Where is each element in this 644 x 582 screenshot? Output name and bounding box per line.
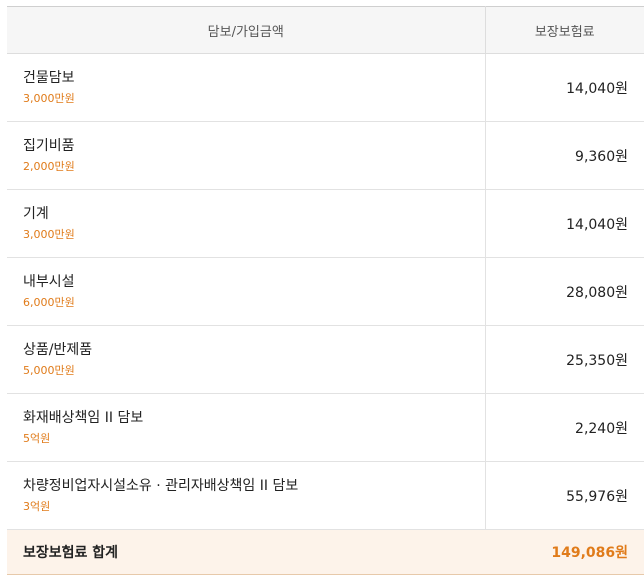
coverage-name: 집기비품 (23, 138, 75, 154)
coverage-cell: 화재배상책임 II 담보 5억원 (7, 393, 486, 462)
premium-value: 55,976원 (485, 461, 644, 530)
coverage-amount: 3억원 (23, 500, 51, 513)
total-value: 149,086원 (485, 529, 644, 575)
coverage-name: 내부시설 (23, 274, 75, 290)
table-row: 화재배상책임 II 담보 5억원 2,240원 (7, 393, 644, 462)
table-row: 내부시설 6,000만원 28,080원 (7, 257, 644, 326)
coverage-cell: 내부시설 6,000만원 (7, 257, 486, 326)
column-header-coverage: 담보/가입금액 (7, 6, 486, 54)
table-header-row: 담보/가입금액 보장보험료 (7, 6, 644, 54)
coverage-name: 기계 (23, 206, 49, 222)
coverage-cell: 건물담보 3,000만원 (7, 53, 486, 122)
premium-value: 14,040원 (485, 189, 644, 258)
premium-value: 28,080원 (485, 257, 644, 326)
coverage-name: 건물담보 (23, 70, 75, 86)
coverage-cell: 기계 3,000만원 (7, 189, 486, 258)
premium-value: 2,240원 (485, 393, 644, 462)
total-label: 보장보험료 합계 (7, 529, 485, 575)
coverage-amount: 3,000만원 (23, 228, 75, 241)
column-header-premium: 보장보험료 (485, 6, 644, 54)
coverage-amount: 2,000만원 (23, 160, 75, 173)
coverage-cell: 차량정비업자시설소유 · 관리자배상책임 II 담보 3억원 (7, 461, 486, 530)
coverage-amount: 5,000만원 (23, 364, 75, 377)
premium-value: 9,360원 (485, 121, 644, 190)
coverage-name: 화재배상책임 II 담보 (23, 410, 144, 426)
coverage-premium-table: 담보/가입금액 보장보험료 건물담보 3,000만원 14,040원 집기비품 … (7, 6, 644, 575)
table-row: 집기비품 2,000만원 9,360원 (7, 121, 644, 190)
coverage-name: 상품/반제품 (23, 342, 93, 358)
total-row: 보장보험료 합계 149,086원 (7, 529, 644, 575)
coverage-cell: 집기비품 2,000만원 (7, 121, 486, 190)
coverage-name: 차량정비업자시설소유 · 관리자배상책임 II 담보 (23, 478, 299, 494)
coverage-amount: 3,000만원 (23, 92, 75, 105)
table-row: 상품/반제품 5,000만원 25,350원 (7, 325, 644, 394)
coverage-amount: 6,000만원 (23, 296, 75, 309)
premium-value: 25,350원 (485, 325, 644, 394)
table-row: 기계 3,000만원 14,040원 (7, 189, 644, 258)
table-row: 건물담보 3,000만원 14,040원 (7, 53, 644, 122)
coverage-cell: 상품/반제품 5,000만원 (7, 325, 486, 394)
table-row: 차량정비업자시설소유 · 관리자배상책임 II 담보 3억원 55,976원 (7, 461, 644, 530)
coverage-amount: 5억원 (23, 432, 51, 445)
premium-value: 14,040원 (485, 53, 644, 122)
